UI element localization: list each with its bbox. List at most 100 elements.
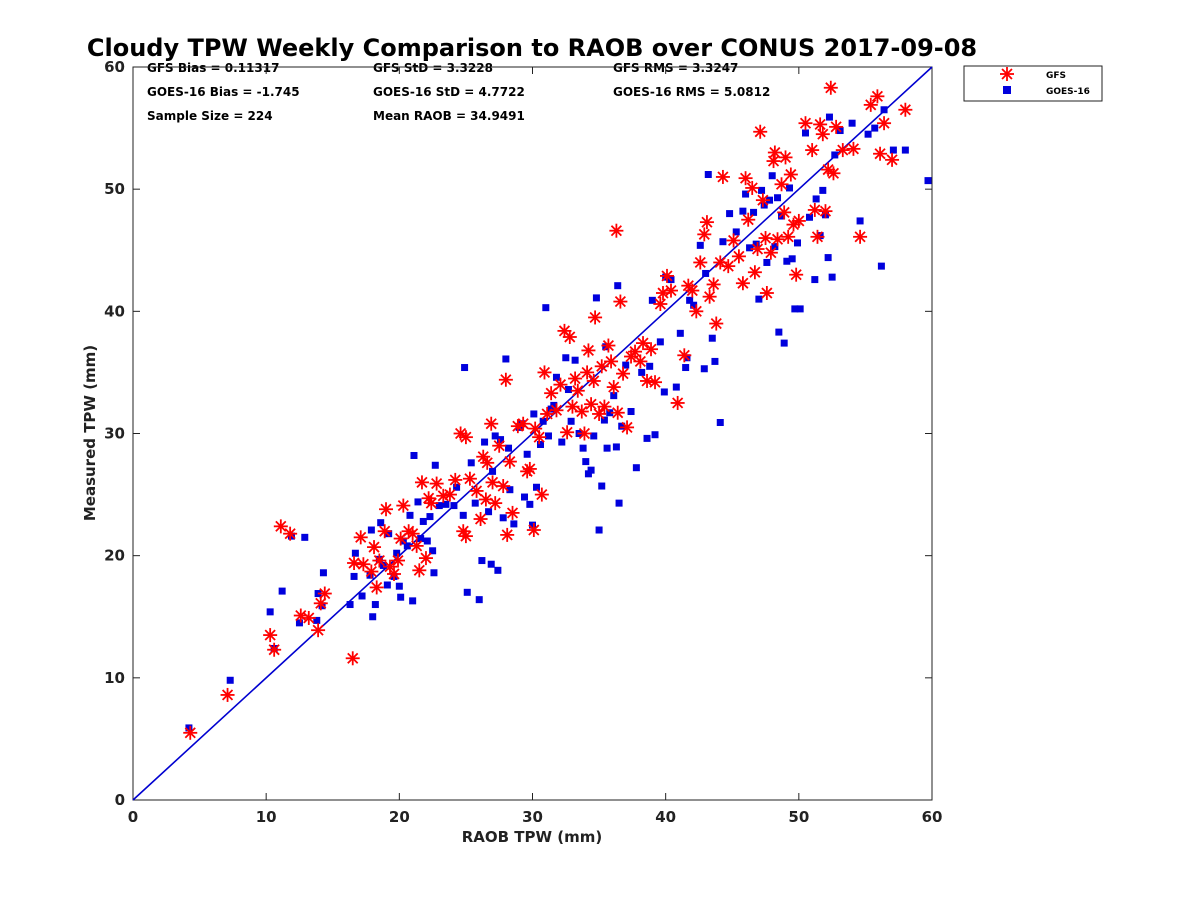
gfs-point xyxy=(448,472,463,487)
goes16-point xyxy=(278,587,286,595)
gfs-point xyxy=(586,373,601,388)
gfs-point xyxy=(783,167,798,182)
gfs-point xyxy=(580,365,595,380)
gfs-point xyxy=(367,540,382,555)
goes16-point xyxy=(417,535,425,543)
gfs-point xyxy=(412,563,427,578)
y-axis-label: Measured TPW (mm) xyxy=(81,345,99,521)
gfs-point xyxy=(480,455,495,470)
gfs-point xyxy=(311,623,326,638)
gfs-point xyxy=(721,259,736,274)
y-tick-label: 10 xyxy=(104,669,125,687)
gfs-point xyxy=(613,294,628,309)
goes16-point xyxy=(732,228,740,236)
y-tick-label: 20 xyxy=(104,547,125,565)
data-points xyxy=(183,80,932,740)
goes16-point xyxy=(592,294,600,302)
gfs-point xyxy=(462,471,477,486)
stat-goes-std: GOES-16 StD = 4.7722 xyxy=(373,85,525,99)
goes16-point xyxy=(582,458,590,466)
gfs-point xyxy=(846,141,861,156)
chart-title: Cloudy TPW Weekly Comparison to RAOB ove… xyxy=(87,34,977,62)
goes16-point xyxy=(704,171,712,179)
gfs-point xyxy=(498,372,513,387)
goes16-point xyxy=(571,356,579,364)
gfs-point xyxy=(777,205,792,220)
goes16-point xyxy=(371,601,379,609)
gfs-point xyxy=(758,231,773,246)
gfs-point xyxy=(689,304,704,319)
legend-gfs-marker xyxy=(1000,67,1014,81)
gfs-point xyxy=(677,348,692,363)
goes16-point xyxy=(856,217,864,225)
stat-sample-size: Sample Size = 224 xyxy=(147,109,273,123)
legend-gfs-asterisk xyxy=(1000,67,1014,81)
gfs-point xyxy=(396,498,411,513)
goes16-point xyxy=(864,130,872,138)
x-tick-label: 20 xyxy=(389,808,410,826)
goes16-point xyxy=(491,432,499,440)
gfs-point xyxy=(597,399,612,414)
goes16-point xyxy=(489,467,497,475)
gfs-point xyxy=(502,454,517,469)
gfs-point xyxy=(505,505,520,520)
goes16-point xyxy=(550,401,558,409)
goes16-point xyxy=(702,269,710,277)
goes16-point xyxy=(442,500,450,508)
x-tick-label: 60 xyxy=(922,808,943,826)
goes16-point xyxy=(622,361,630,369)
goes16-point xyxy=(558,438,566,446)
goes16-point xyxy=(643,434,651,442)
goes16-point xyxy=(487,560,495,568)
goes16-point xyxy=(552,373,560,381)
gfs-point xyxy=(863,97,878,112)
gfs-point xyxy=(401,524,416,539)
goes16-point xyxy=(871,124,879,132)
gfs-point xyxy=(473,512,488,527)
goes16-point xyxy=(610,392,618,400)
goes16-point xyxy=(771,243,779,251)
gfs-point xyxy=(549,403,564,418)
goes16-point xyxy=(367,526,375,534)
gfs-point xyxy=(745,180,760,195)
gfs-point xyxy=(735,276,750,291)
legend-box xyxy=(963,65,1103,102)
legend: GFS GOES-16 xyxy=(963,65,1103,102)
goes16-point xyxy=(385,530,393,538)
gfs-point xyxy=(592,406,607,421)
goes16-point xyxy=(532,483,540,491)
gfs-point xyxy=(544,386,559,401)
goes16-point xyxy=(811,276,819,284)
gfs-point xyxy=(805,143,820,158)
goes16-point xyxy=(459,511,467,519)
gfs-point xyxy=(763,245,778,260)
gfs-point xyxy=(693,255,708,270)
gfs-point xyxy=(609,223,624,238)
gfs-point xyxy=(774,177,789,192)
goes16-point xyxy=(590,432,598,440)
gfs-point xyxy=(267,642,282,657)
goes16-point xyxy=(564,386,572,394)
y-tick-label: 40 xyxy=(104,302,125,320)
x-tick-label: 50 xyxy=(788,808,809,826)
goes16-point xyxy=(523,450,531,458)
goes16-point xyxy=(481,438,489,446)
gfs-point xyxy=(731,249,746,264)
gfs-point xyxy=(379,502,394,517)
gfs-point xyxy=(532,430,547,445)
goes16-point xyxy=(562,354,570,362)
gfs-point xyxy=(526,523,541,538)
goes16-point xyxy=(226,676,234,684)
y-tick-label: 60 xyxy=(104,58,125,76)
goes16-point xyxy=(403,542,411,550)
gfs-point xyxy=(577,426,592,441)
goes16-point xyxy=(393,549,401,557)
goes16-point xyxy=(632,464,640,472)
gfs-point xyxy=(485,475,500,490)
goes16-point xyxy=(351,549,359,557)
goes16-point xyxy=(726,210,734,218)
gfs-point xyxy=(644,342,659,357)
gfs-point xyxy=(584,397,599,412)
gfs-point xyxy=(810,229,825,244)
goes16-point xyxy=(791,305,799,313)
